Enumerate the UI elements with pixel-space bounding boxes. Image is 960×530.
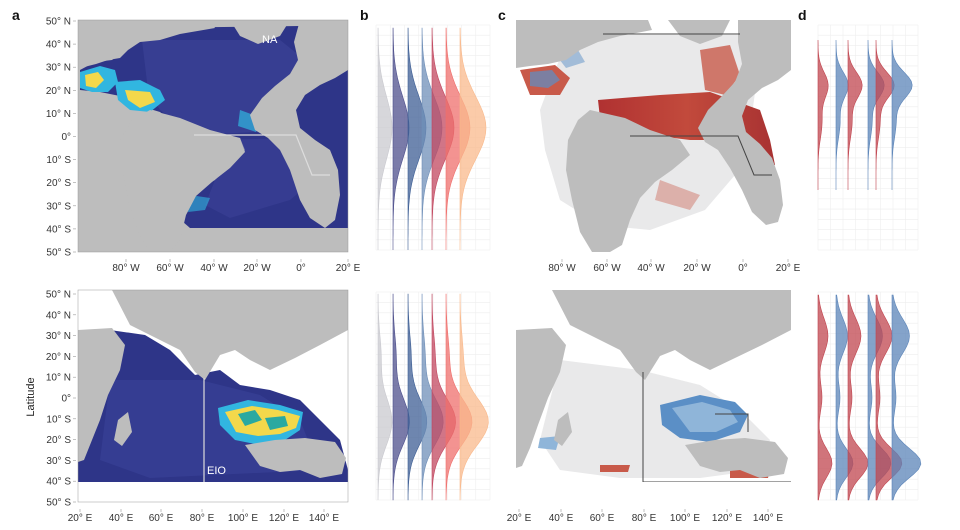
ridgeline-d-top-4: [875, 39, 895, 190]
panel-letter-b: b: [360, 7, 369, 23]
lon-tick-label: 120° E: [712, 513, 742, 524]
lon-tick-label: 120° E: [269, 513, 299, 524]
lat-tick-label: 10° S: [46, 155, 71, 166]
panel-a-indian-map: [78, 290, 348, 502]
panel-a-frame: [77, 19, 349, 253]
ridgeline-b-top-1: [392, 27, 410, 250]
panel-d-bottom-ridgelines: [817, 294, 922, 501]
lon-tick-label: 60° E: [590, 513, 615, 524]
lon-tick-label: 60° E: [149, 513, 174, 524]
lon-tick-label: 20° E: [776, 263, 801, 274]
panel-a-lat-ticks: 50° N 40° N 30° N 20° N 10° N 0° 10° S 20° S 30°…: [46, 17, 76, 259]
lat-tick-label: 50° S: [46, 498, 71, 509]
panel-a2-frame: [77, 289, 349, 503]
panel-letter-d: d: [798, 7, 807, 23]
panel-a2-lat-ticks: 50° N 40° N 30° N 20° N 10° N 0° 10° S 20° S 30°…: [46, 290, 76, 509]
lon-tick-label: 140° E: [309, 513, 339, 524]
lat-tick-label: 50° N: [46, 17, 71, 28]
lon-tick-label: 20° E: [507, 513, 532, 524]
ridgeline-d-bottom-5: [891, 294, 922, 501]
lat-tick-label: 40° S: [46, 224, 71, 235]
lon-tick-label: 40° E: [549, 513, 574, 524]
lon-tick-label: 140° E: [753, 513, 783, 524]
panel-b-bottom-ridgelines: [377, 293, 489, 501]
lat-tick-label: 0°: [61, 394, 71, 405]
lat-tick-label: 30° N: [46, 63, 71, 74]
lat-tick-label: 40° N: [46, 40, 71, 51]
panel-a-atlantic-map: [78, 20, 348, 252]
lat-tick-label: 10° S: [46, 414, 71, 425]
lon-tick-label: 0°: [296, 263, 306, 274]
lon-tick-label: 40° W: [200, 263, 228, 274]
ridgeline-d-bottom-0: [817, 294, 833, 501]
panel-d-top-ridgelines: [817, 39, 913, 190]
lon-tick-label: 40° W: [637, 263, 665, 274]
lon-tick-label: 80° E: [190, 513, 215, 524]
panel-a-lon-ticks: 80° W 60° W 40° W 20° W 0° 20° E: [112, 259, 361, 274]
lat-tick-label: 20° S: [46, 435, 71, 446]
ridgeline-d-top-1: [835, 39, 849, 190]
lon-tick-label: 20° E: [336, 263, 361, 274]
ridgeline-b-top-6: [459, 27, 487, 250]
lon-tick-label: 20° E: [68, 513, 93, 524]
lon-tick-label: 100° E: [228, 513, 258, 524]
lon-tick-label: 80° E: [632, 513, 657, 524]
lat-tick-label: 20° N: [46, 86, 71, 97]
lon-tick-label: 40° E: [109, 513, 134, 524]
lat-tick-label: 50° S: [46, 248, 71, 259]
panel-c-indian-map: [516, 290, 791, 482]
y-axis-title: Latitude: [25, 377, 37, 416]
ridgeline-d-bottom-2: [847, 294, 869, 501]
lon-tick-label: 0°: [738, 263, 748, 274]
panel-c-lon-ticks: 80° W 60° W 40° W 20° W 0° 20° E: [548, 259, 801, 274]
lon-tick-label: 60° W: [593, 263, 621, 274]
lat-tick-label: 0°: [61, 132, 71, 143]
ridgeline-b-bottom-2: [407, 293, 428, 501]
lat-tick-label: 30° S: [46, 456, 71, 467]
lat-tick-label: 40° S: [46, 477, 71, 488]
lat-tick-label: 30° S: [46, 201, 71, 212]
region-label-na: NA: [262, 34, 278, 46]
panel-letter-a: a: [12, 7, 20, 23]
lat-tick-label: 40° N: [46, 310, 71, 321]
lon-tick-label: 20° W: [683, 263, 711, 274]
lon-tick-label: 80° W: [548, 263, 576, 274]
lon-tick-label: 80° W: [112, 263, 140, 274]
lat-tick-label: 20° S: [46, 178, 71, 189]
ridgeline-b-bottom-6: [459, 293, 489, 501]
lat-tick-label: 50° N: [46, 290, 71, 301]
panel-b-top-ridgelines: [377, 27, 487, 250]
lon-tick-label: 100° E: [670, 513, 700, 524]
ridgeline-d-top-2: [847, 39, 863, 190]
panel-letter-c: c: [498, 7, 506, 23]
panel-a2-lon-ticks: 20° E 40° E 60° E 80° E 100° E 120° E 140° E: [68, 509, 339, 524]
ridgeline-b-bottom-0: [377, 293, 393, 501]
lat-tick-label: 30° N: [46, 331, 71, 342]
lat-tick-label: 10° N: [46, 373, 71, 384]
ridgeline-d-top-5: [891, 39, 913, 190]
lat-tick-label: 20° N: [46, 352, 71, 363]
lon-tick-label: 20° W: [243, 263, 271, 274]
region-label-eio: EIO: [207, 465, 226, 477]
panel-c-atlantic-map: [516, 20, 791, 252]
panel-c2-lon-ticks: 20° E 40° E 60° E 80° E 100° E 120° E 140° E: [507, 509, 783, 524]
ridgeline-d-top-0: [817, 39, 829, 190]
ridgeline-b-top-0: [377, 27, 393, 250]
ridgeline-b-bottom-1: [392, 293, 410, 501]
lat-tick-label: 10° N: [46, 109, 71, 120]
lon-tick-label: 60° W: [156, 263, 184, 274]
